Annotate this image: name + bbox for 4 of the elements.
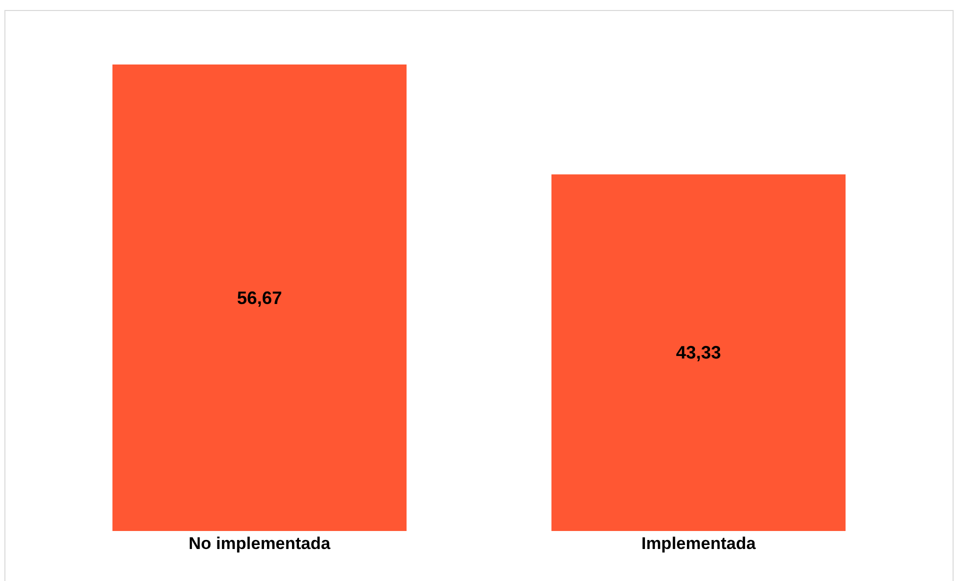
- x-tick-label: No implementada: [188, 534, 331, 553]
- data-label: 43,33: [676, 342, 722, 363]
- x-tick-label: Implementada: [641, 534, 756, 553]
- data-label: 56,67: [236, 288, 282, 308]
